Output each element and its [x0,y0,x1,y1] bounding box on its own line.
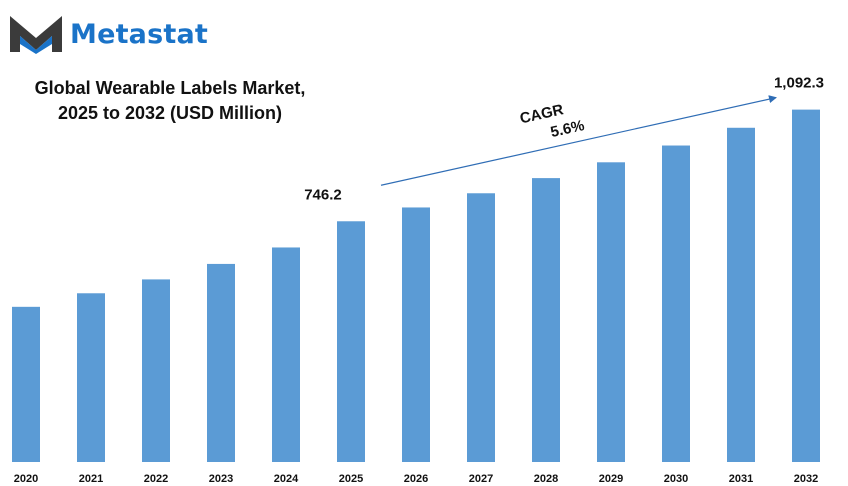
x-tick-label-2020: 2020 [14,473,38,485]
x-tick-label-2029: 2029 [599,473,623,485]
x-tick-label-2026: 2026 [404,473,428,485]
bar-2024 [272,247,300,462]
chart-title-line-2: 2025 to 2032 (USD Million) [57,103,283,123]
x-tick-label-2021: 2021 [79,473,103,485]
x-tick-label-2022: 2022 [144,473,168,485]
bar-2028 [532,178,560,462]
cagr-arrow [380,95,777,186]
x-tick-label-2023: 2023 [209,473,233,485]
chart-title-line-1: Global Wearable Labels Market, [34,78,306,98]
x-tick-label-2024: 2024 [274,473,299,485]
bar-2026 [402,207,430,462]
x-tick-label-2032: 2032 [794,473,818,485]
x-tick-label-2028: 2028 [534,473,558,485]
x-tick-label-2031: 2031 [729,473,753,485]
chart-title: Global Wearable Labels Market, 2025 to 2… [0,76,340,126]
bar-2029 [597,162,625,463]
bar-2020 [12,306,40,462]
bar-2025 [337,221,365,462]
bar-2031 [727,127,755,462]
x-tick-label-2027: 2027 [469,473,493,485]
metastat-m-logo-icon [10,16,62,54]
bar-2022 [142,279,170,462]
cagr-value: 5.6% [549,117,586,141]
bar-2027 [467,193,495,462]
brand-name: Metastat [70,18,209,50]
bar-2032 [792,109,820,462]
bar-2030 [662,145,690,462]
brand-logo: Metastat [8,14,208,54]
bar-2021 [77,293,105,462]
x-tick-label-2025: 2025 [339,473,363,485]
data-label-2032: 1,092.3 [774,75,824,92]
data-label-2025: 746.2 [304,186,342,203]
x-tick-label-2030: 2030 [664,473,688,485]
bar-2023 [207,263,235,462]
